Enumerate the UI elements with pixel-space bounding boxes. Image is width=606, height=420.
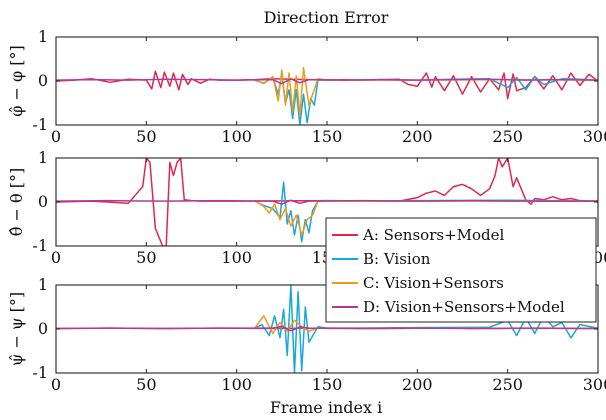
x-tick-label: 50 — [136, 375, 156, 394]
series-line-d — [56, 325, 598, 332]
panels-layer: 05010015020025030010-1φ̂ − φ [°]05010015… — [7, 27, 606, 394]
series-line-a — [56, 158, 598, 246]
x-tick-label: 200 — [402, 375, 433, 394]
legend-entry-label: C: Vision+Sensors — [363, 274, 504, 292]
x-tick-label: 50 — [136, 248, 156, 267]
x-tick-label: 100 — [221, 248, 252, 267]
y-tick-label: 0 — [38, 319, 48, 338]
x-tick-label: 300 — [583, 127, 606, 146]
y-tick-label: 0 — [38, 71, 48, 90]
y-tick-label: -1 — [32, 236, 48, 255]
x-tick-label: 200 — [402, 127, 433, 146]
series-group — [56, 67, 598, 125]
y-tick-label: -1 — [32, 115, 48, 134]
y-axis-label: φ̂ − φ [°] — [7, 45, 26, 117]
x-axis-label: Frame index i — [270, 398, 382, 417]
y-tick-label: 1 — [38, 148, 48, 167]
y-tick-label: 0 — [38, 192, 48, 211]
y-axis-label: θ̂ − θ [°] — [7, 168, 26, 236]
y-axis-label: ψ̂ − ψ [°] — [7, 292, 26, 366]
legend: A: Sensors+Model B: Vision C: Vision+Senso… — [325, 217, 597, 323]
x-tick-label: 0 — [51, 248, 61, 267]
panel-1: 05010015020025030010-1φ̂ − φ [°] — [7, 27, 606, 146]
chart-title: Direction Error — [264, 8, 389, 27]
x-tick-label: 0 — [51, 375, 61, 394]
x-tick-label: 300 — [583, 375, 606, 394]
legend-entry-label: B: Vision — [363, 250, 431, 268]
panel-3: 05010015020025030010-1ψ̂ − ψ [°] — [7, 275, 606, 394]
x-tick-label: 250 — [492, 127, 523, 146]
legend-box — [325, 217, 597, 323]
panel-frame — [55, 36, 599, 126]
x-tick-label: 100 — [221, 127, 252, 146]
x-tick-label: 250 — [492, 375, 523, 394]
legend-entry-label: A: Sensors+Model — [362, 226, 505, 244]
y-tick-label: 1 — [38, 27, 48, 46]
series-line-a — [56, 70, 598, 100]
series-line-d — [56, 199, 598, 205]
x-tick-label: 100 — [221, 375, 252, 394]
x-tick-label: 50 — [136, 127, 156, 146]
y-tick-label: -1 — [32, 363, 48, 382]
x-tick-label: 150 — [312, 127, 343, 146]
x-tick-label: 0 — [51, 127, 61, 146]
x-tick-label: 150 — [312, 375, 343, 394]
series-line-d — [56, 78, 598, 85]
legend-entry-label: D: Vision+Sensors+Model — [363, 298, 565, 316]
series-line-b — [253, 285, 598, 373]
series-group — [56, 158, 598, 246]
y-tick-label: 1 — [38, 275, 48, 294]
series-group — [56, 285, 598, 373]
